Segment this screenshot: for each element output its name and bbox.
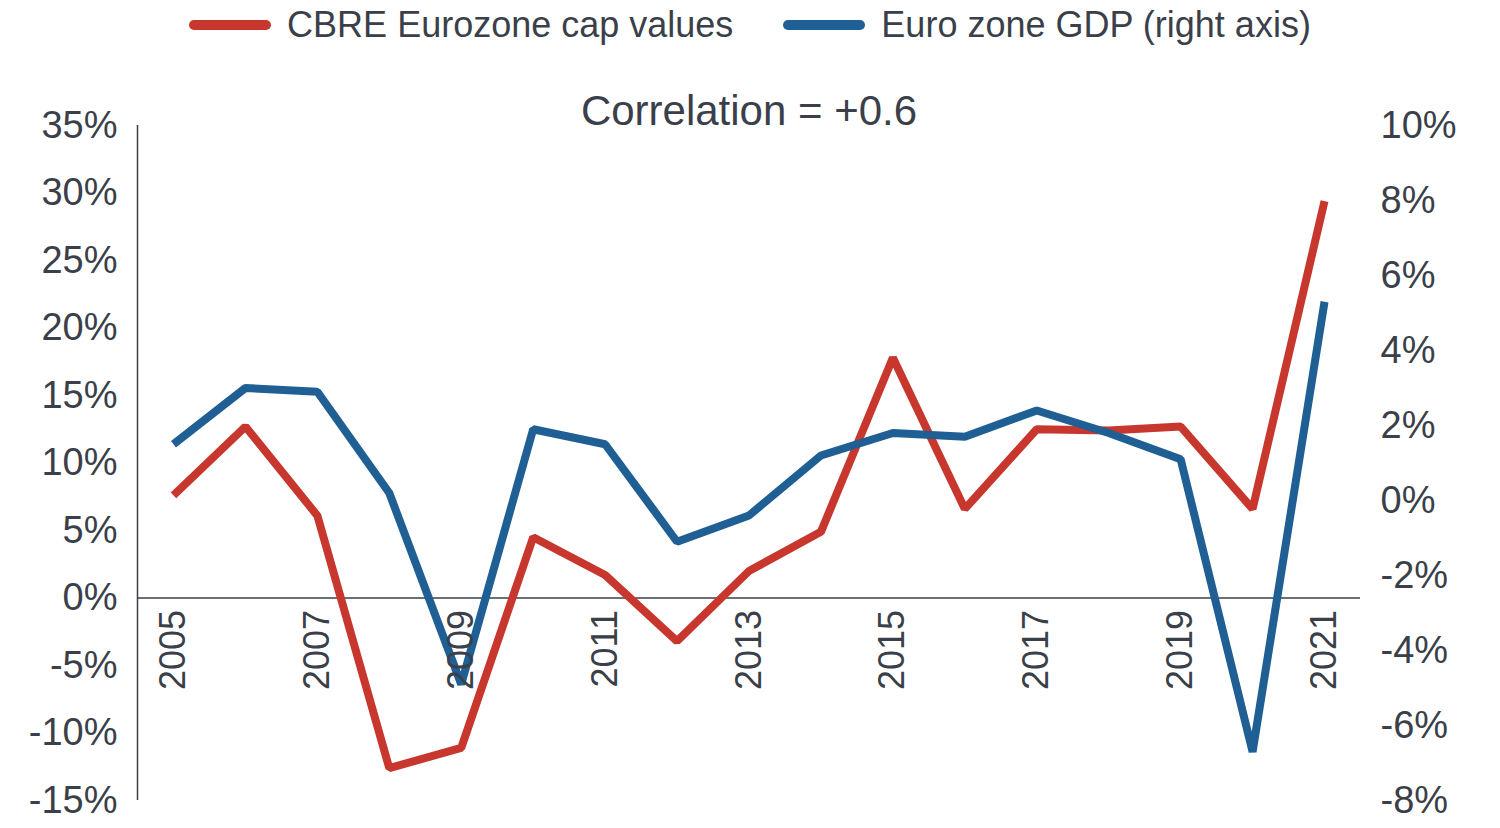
svg-text:-6%: -6% bbox=[1381, 704, 1449, 746]
svg-text:25%: 25% bbox=[41, 239, 117, 281]
svg-text:2013: 2013 bbox=[728, 610, 769, 690]
svg-text:2005: 2005 bbox=[152, 610, 193, 690]
svg-text:2015: 2015 bbox=[871, 610, 912, 690]
svg-text:8%: 8% bbox=[1381, 179, 1436, 221]
svg-text:30%: 30% bbox=[41, 171, 117, 213]
svg-text:0%: 0% bbox=[1381, 479, 1436, 521]
svg-text:-4%: -4% bbox=[1381, 629, 1449, 671]
svg-text:Correlation = +0.6: Correlation = +0.6 bbox=[581, 87, 917, 134]
svg-text:2007: 2007 bbox=[296, 610, 337, 690]
html-text:CBRE Eurozone cap values: CBRE Eurozone cap values bbox=[287, 4, 734, 45]
svg-text:-5%: -5% bbox=[50, 644, 118, 686]
svg-text:-10%: -10% bbox=[29, 711, 118, 753]
svg-text:6%: 6% bbox=[1381, 254, 1436, 296]
svg-text:-8%: -8% bbox=[1381, 779, 1449, 821]
svg-text:2019: 2019 bbox=[1159, 610, 1200, 690]
svg-text:2009: 2009 bbox=[440, 610, 481, 690]
svg-text:-2%: -2% bbox=[1381, 554, 1449, 596]
svg-text:35%: 35% bbox=[41, 104, 117, 146]
svg-text:4%: 4% bbox=[1381, 329, 1436, 371]
svg-text:2021: 2021 bbox=[1303, 610, 1344, 690]
html-text:Euro zone GDP (right axis): Euro zone GDP (right axis) bbox=[881, 4, 1311, 45]
svg-text:10%: 10% bbox=[41, 441, 117, 483]
svg-text:2011: 2011 bbox=[584, 610, 625, 687]
svg-text:2%: 2% bbox=[1381, 404, 1436, 446]
svg-text:-15%: -15% bbox=[29, 779, 118, 821]
svg-text:10%: 10% bbox=[1381, 104, 1457, 146]
svg-text:2017: 2017 bbox=[1015, 610, 1056, 690]
svg-text:20%: 20% bbox=[41, 306, 117, 348]
svg-text:5%: 5% bbox=[63, 509, 118, 551]
svg-text:15%: 15% bbox=[41, 374, 117, 416]
svg-text:0%: 0% bbox=[63, 576, 118, 618]
